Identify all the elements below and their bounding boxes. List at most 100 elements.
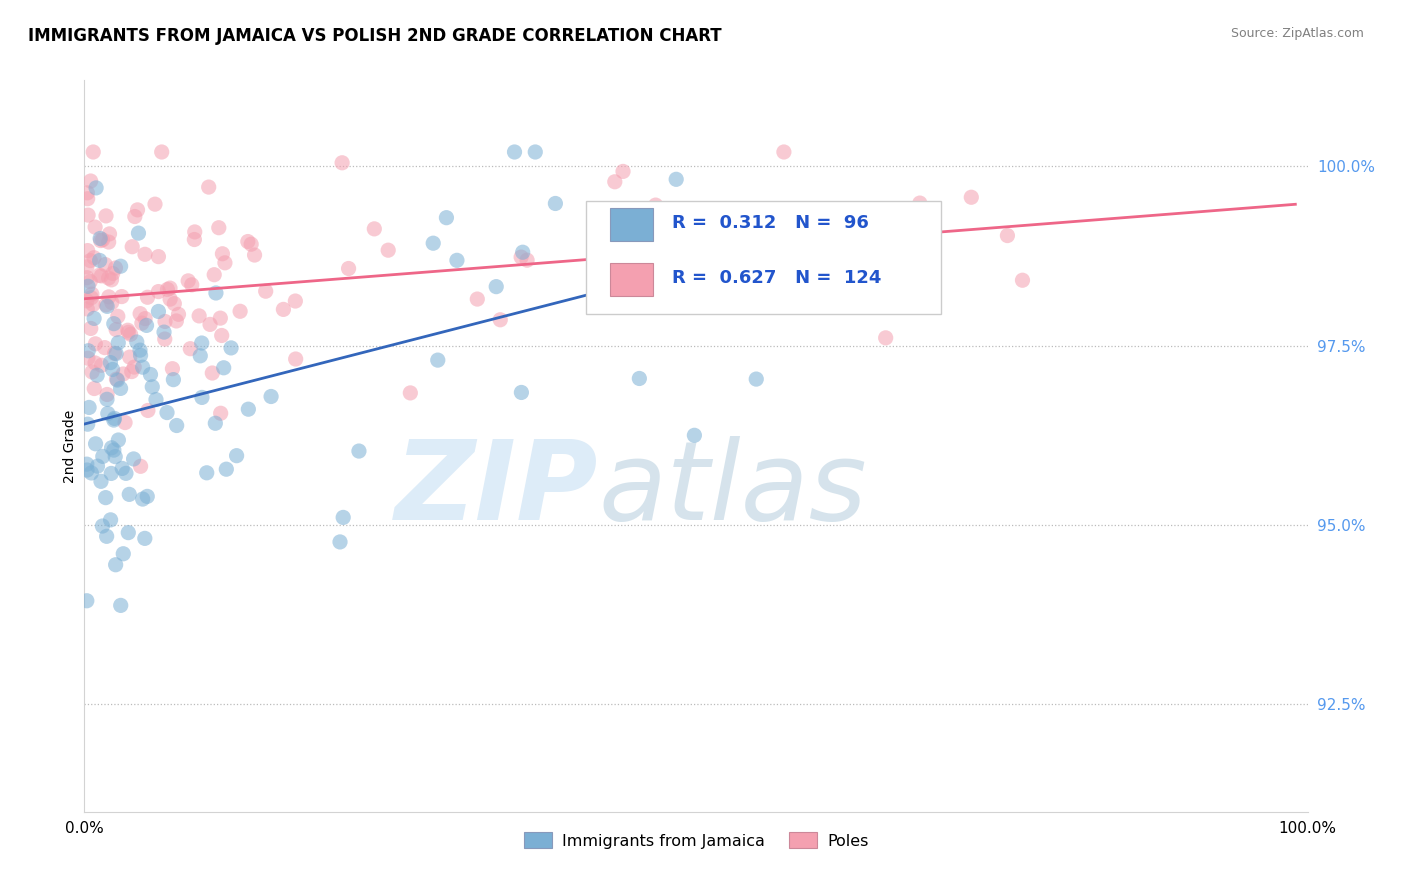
Point — [84, 336, 107, 351]
Point — [177, 274, 200, 288]
Point — [103, 317, 125, 331]
Point — [188, 349, 211, 363]
Point — [644, 198, 666, 212]
Point — [167, 307, 190, 321]
Point — [141, 380, 163, 394]
Point — [209, 311, 232, 326]
Point — [84, 356, 107, 370]
Point — [121, 365, 143, 379]
Point — [628, 371, 651, 385]
Point — [211, 247, 233, 261]
Point — [107, 310, 129, 324]
Point — [512, 245, 534, 260]
Point — [162, 373, 184, 387]
Point — [332, 510, 354, 524]
Point — [260, 390, 283, 404]
Point — [129, 459, 152, 474]
Point — [166, 418, 188, 433]
Point — [198, 318, 221, 332]
Point — [117, 326, 139, 340]
Point — [104, 260, 127, 275]
Point — [76, 463, 98, 477]
Point — [205, 285, 228, 300]
Point — [124, 210, 146, 224]
Point — [208, 220, 231, 235]
Point — [720, 268, 742, 283]
Point — [129, 343, 152, 358]
Point — [153, 332, 176, 346]
Point — [112, 367, 135, 381]
Point — [134, 247, 156, 261]
Point — [83, 311, 105, 326]
Point — [94, 209, 117, 223]
Point — [98, 227, 121, 241]
Point — [212, 360, 235, 375]
Point — [238, 402, 260, 417]
Text: R =  0.312   N =  96: R = 0.312 N = 96 — [672, 214, 869, 232]
Point — [465, 292, 488, 306]
Point — [122, 360, 145, 375]
Point — [329, 535, 352, 549]
Point — [284, 351, 307, 366]
Point — [544, 196, 567, 211]
Point — [202, 268, 225, 282]
Point — [101, 267, 124, 281]
Point — [122, 452, 145, 467]
Point — [110, 259, 132, 273]
Point — [79, 275, 101, 289]
Point — [254, 284, 277, 298]
Point — [148, 285, 170, 299]
FancyBboxPatch shape — [610, 208, 654, 241]
Point — [117, 323, 139, 337]
Point — [103, 411, 125, 425]
Point — [908, 196, 931, 211]
Point — [422, 236, 444, 251]
Point — [960, 190, 983, 204]
Point — [97, 290, 120, 304]
Point — [114, 416, 136, 430]
Point — [773, 145, 796, 159]
Point — [426, 353, 449, 368]
Point — [875, 331, 897, 345]
Point — [347, 444, 370, 458]
Point — [162, 361, 184, 376]
Point — [184, 225, 207, 239]
Point — [695, 227, 717, 242]
Point — [86, 368, 108, 383]
Point — [159, 292, 181, 306]
Point — [127, 202, 149, 217]
Point — [97, 271, 120, 285]
Point — [94, 298, 117, 312]
FancyBboxPatch shape — [586, 201, 941, 314]
Point — [180, 277, 202, 292]
Point — [91, 233, 114, 247]
Point — [100, 467, 122, 481]
Point — [80, 321, 103, 335]
Point — [363, 222, 385, 236]
Point — [96, 529, 118, 543]
Point — [503, 145, 526, 159]
Point — [904, 293, 927, 307]
Point — [80, 287, 103, 301]
Point — [489, 312, 512, 326]
Point — [188, 309, 211, 323]
Point — [100, 441, 122, 455]
Point — [134, 532, 156, 546]
Point — [134, 311, 156, 326]
Point — [76, 593, 98, 607]
Point — [118, 487, 141, 501]
Point — [76, 270, 98, 285]
Point — [89, 253, 111, 268]
Point — [115, 467, 138, 481]
Point — [156, 283, 179, 297]
Point — [139, 368, 162, 382]
Point — [243, 248, 266, 262]
Point — [197, 180, 219, 194]
Point — [96, 387, 118, 401]
Point — [91, 450, 114, 464]
Point — [399, 385, 422, 400]
Point — [89, 268, 111, 283]
Point — [229, 304, 252, 318]
Point — [107, 433, 129, 447]
Point — [195, 466, 218, 480]
